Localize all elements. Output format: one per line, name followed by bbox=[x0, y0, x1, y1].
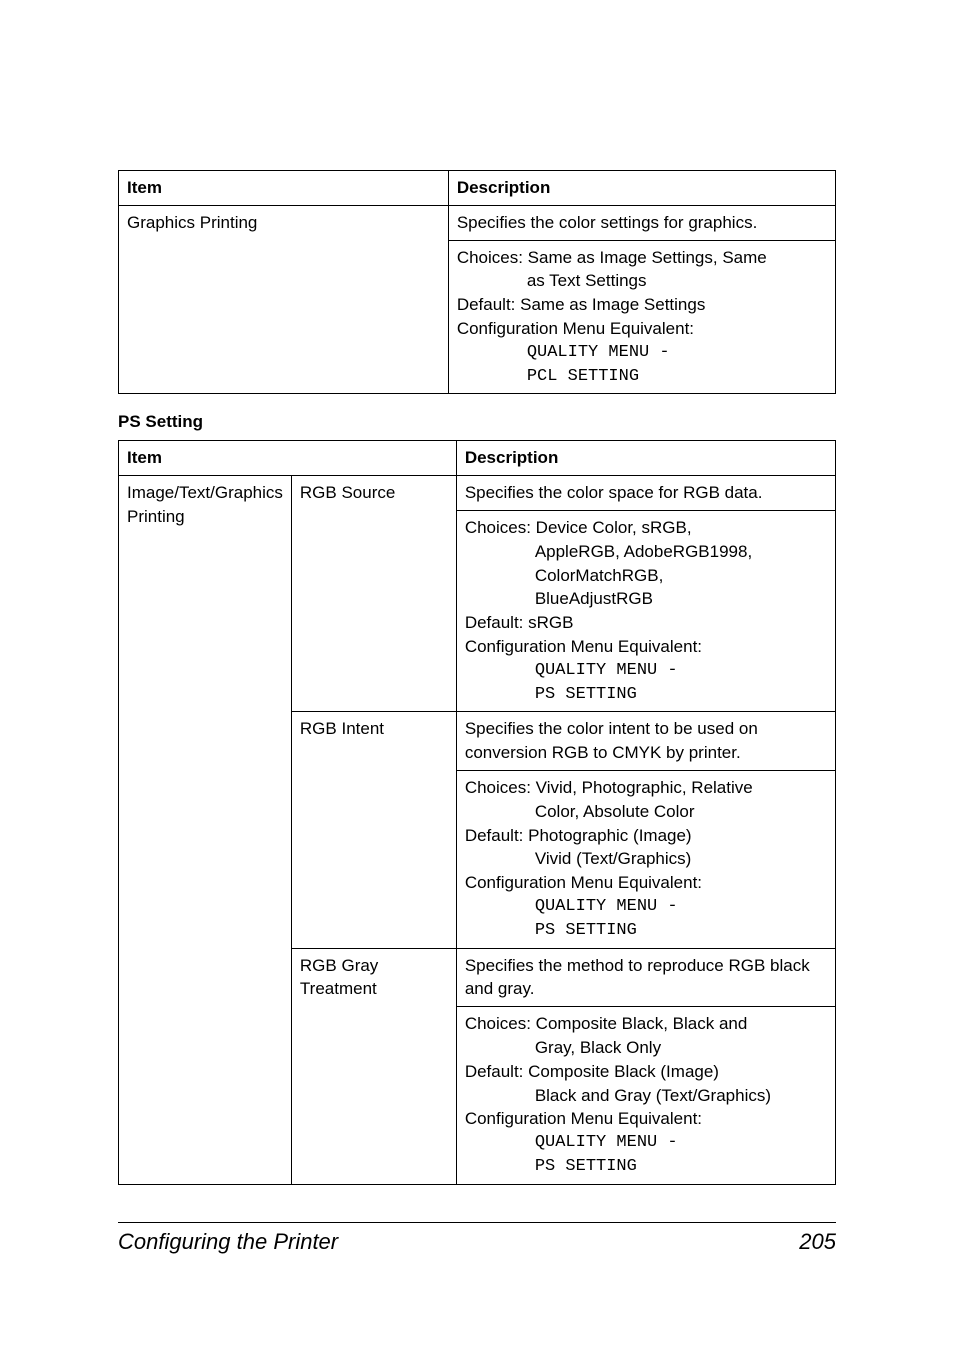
group-label: Image/Text/Graphics Printing bbox=[119, 476, 292, 1185]
rgb-intent-line1: Specifies the color intent to be used on… bbox=[456, 712, 835, 771]
choices-l2: Gray, Black Only bbox=[465, 1036, 827, 1060]
choices-l4: BlueAdjustRGB bbox=[465, 587, 827, 611]
ps-setting-table: Item Description Image/Text/Graphics Pri… bbox=[118, 440, 836, 1184]
choices-label: Choices: Same as Image Settings, Same bbox=[457, 248, 767, 267]
config-label: Configuration Menu Equivalent: bbox=[465, 873, 702, 892]
default-label: Default: Same as Image Settings bbox=[457, 295, 706, 314]
table1-desc-details: Choices: Same as Image Settings, Same as… bbox=[448, 240, 835, 394]
footer-title: Configuring the Printer bbox=[118, 1229, 338, 1255]
choices-cont: as Text Settings bbox=[457, 269, 827, 293]
ps-setting-heading: PS Setting bbox=[118, 412, 836, 432]
rgb-source-label: RGB Source bbox=[291, 476, 456, 712]
table1-item-graphics-printing: Graphics Printing bbox=[119, 205, 449, 394]
mono-ps: PS SETTING bbox=[465, 919, 827, 943]
rgb-gray-line1: Specifies the method to reproduce RGB bl… bbox=[456, 948, 835, 1007]
default-label: Default: Photographic (Image) bbox=[465, 826, 692, 845]
rgb-gray-label: RGB Gray Treatment bbox=[291, 948, 456, 1184]
mono-quality: QUALITY MENU - bbox=[465, 659, 827, 683]
table1-desc-line1: Specifies the color settings for graphic… bbox=[448, 205, 835, 240]
footer-page-number: 205 bbox=[799, 1229, 836, 1255]
mono-quality: QUALITY MENU - bbox=[457, 341, 827, 365]
mono-ps: PS SETTING bbox=[465, 1155, 827, 1179]
choices-l2: Color, Absolute Color bbox=[465, 800, 827, 824]
table2-header-desc: Description bbox=[456, 441, 835, 476]
default-label: Default: Composite Black (Image) bbox=[465, 1062, 719, 1081]
default-l2: Vivid (Text/Graphics) bbox=[465, 847, 827, 871]
rgb-gray-details: Choices: Composite Black, Black and Gray… bbox=[456, 1007, 835, 1185]
default-l2: Black and Gray (Text/Graphics) bbox=[465, 1084, 827, 1108]
choices-label: Choices: Vivid, Photographic, Relative bbox=[465, 778, 753, 797]
default-label: Default: sRGB bbox=[465, 613, 574, 632]
choices-label: Choices: Device Color, sRGB, bbox=[465, 518, 692, 537]
rgb-source-details: Choices: Device Color, sRGB, AppleRGB, A… bbox=[456, 510, 835, 711]
table1-header-desc: Description bbox=[448, 171, 835, 206]
mono-ps: PS SETTING bbox=[465, 683, 827, 707]
choices-label: Choices: Composite Black, Black and bbox=[465, 1014, 748, 1033]
mono-pcl: PCL SETTING bbox=[457, 365, 827, 389]
rgb-intent-details: Choices: Vivid, Photographic, Relative C… bbox=[456, 770, 835, 948]
table1-header-item: Item bbox=[119, 171, 449, 206]
color-settings-table: Item Description Graphics Printing Speci… bbox=[118, 170, 836, 394]
mono-quality: QUALITY MENU - bbox=[465, 1131, 827, 1155]
config-label: Configuration Menu Equivalent: bbox=[465, 637, 702, 656]
choices-l2: AppleRGB, AdobeRGB1998, bbox=[465, 540, 827, 564]
config-label: Configuration Menu Equivalent: bbox=[457, 319, 694, 338]
rgb-source-line1: Specifies the color space for RGB data. bbox=[456, 476, 835, 511]
choices-l3: ColorMatchRGB, bbox=[465, 564, 827, 588]
config-label: Configuration Menu Equivalent: bbox=[465, 1109, 702, 1128]
page-footer: Configuring the Printer 205 bbox=[118, 1222, 836, 1255]
table2-header-item: Item bbox=[119, 441, 457, 476]
mono-quality: QUALITY MENU - bbox=[465, 895, 827, 919]
rgb-intent-label: RGB Intent bbox=[291, 712, 456, 948]
